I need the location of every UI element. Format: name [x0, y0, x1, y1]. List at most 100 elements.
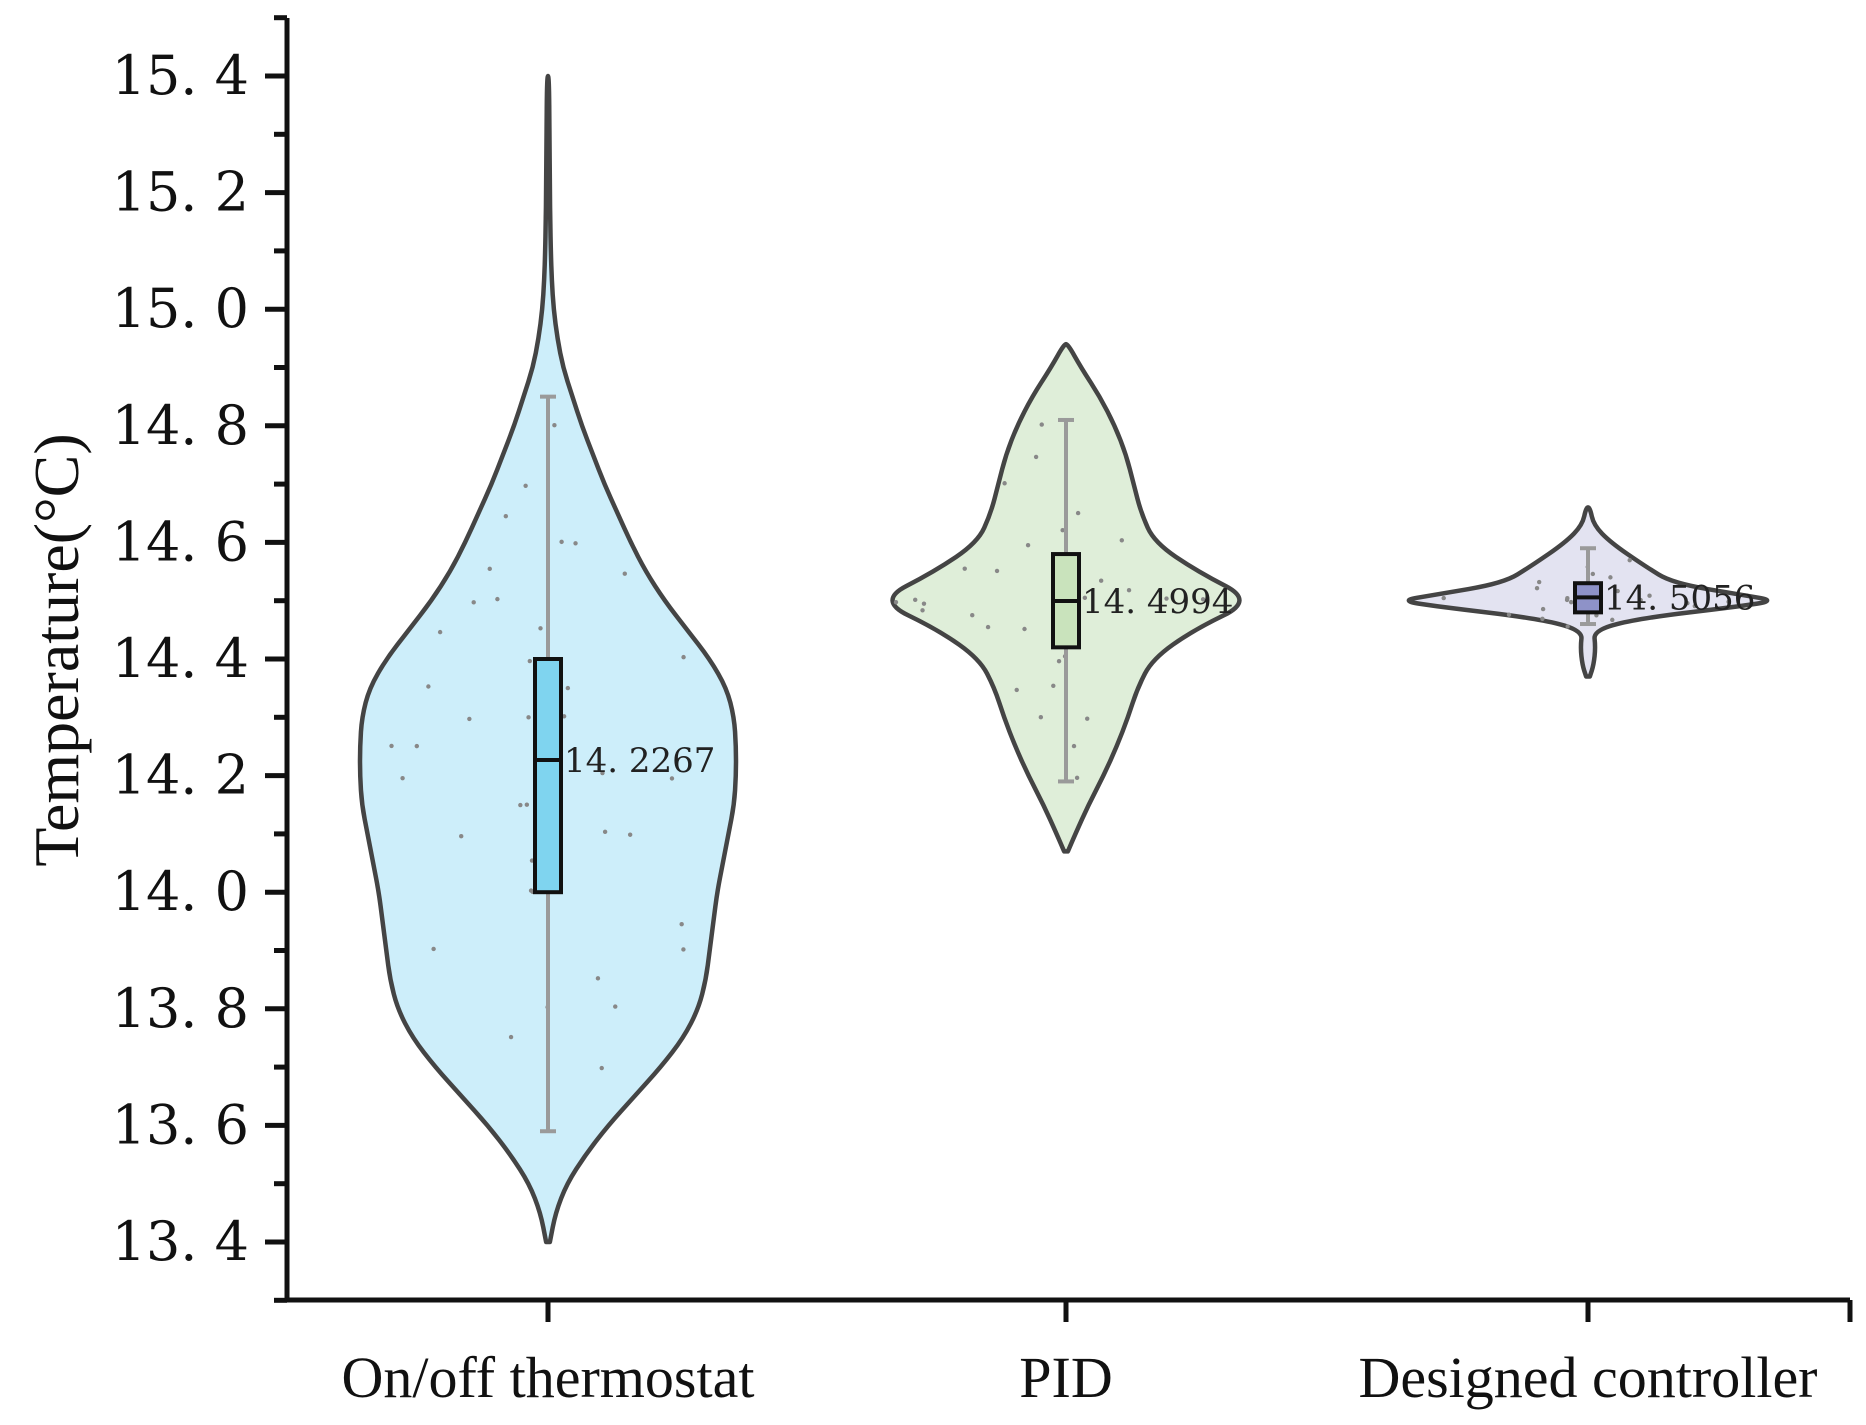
data-point — [602, 829, 608, 835]
data-point — [503, 513, 509, 519]
data-point — [1164, 596, 1169, 601]
y-tick-label: 13. 4 — [112, 1210, 249, 1273]
data-point — [681, 947, 686, 952]
data-point — [1565, 595, 1570, 601]
x-tick-label: On/off thermostat — [342, 1345, 755, 1410]
data-point — [1726, 599, 1731, 604]
median-label: 14. 4994 — [1082, 582, 1233, 622]
median-label: 14. 5056 — [1604, 578, 1755, 618]
iqr-box — [533, 657, 563, 895]
violin-0: 14. 2267 — [357, 73, 739, 1245]
data-point — [1056, 659, 1062, 664]
data-point — [1002, 481, 1007, 486]
data-point — [1075, 510, 1081, 516]
data-point — [1082, 595, 1088, 601]
data-point — [508, 1034, 514, 1040]
data-point — [1039, 422, 1044, 427]
data-point — [573, 541, 578, 546]
data-point — [1540, 606, 1546, 612]
y-tick-label: 14. 4 — [112, 627, 249, 690]
data-point — [599, 1065, 604, 1071]
data-point — [414, 743, 420, 749]
data-point — [994, 568, 1000, 574]
y-axis-label: Temperature(°C) — [21, 433, 92, 866]
data-point — [1692, 603, 1698, 609]
y-tick-label: 15. 2 — [112, 161, 249, 224]
y-tick-label: 14. 8 — [112, 394, 249, 457]
data-point — [1590, 571, 1596, 577]
data-point — [1610, 617, 1615, 623]
data-point — [600, 770, 605, 776]
data-point — [459, 834, 464, 839]
data-point — [561, 714, 567, 719]
data-point — [595, 976, 601, 981]
data-point — [495, 596, 500, 602]
data-point — [1074, 775, 1080, 781]
data-point — [538, 626, 543, 631]
data-point — [524, 802, 530, 807]
data-point — [526, 715, 531, 720]
data-point — [985, 624, 991, 630]
y-tick-label: 13. 8 — [112, 977, 249, 1040]
data-point — [679, 921, 684, 927]
data-point — [1615, 588, 1620, 594]
violin-2: 14. 5056 — [1406, 505, 1770, 679]
data-point — [1565, 624, 1570, 629]
data-point — [426, 684, 431, 689]
data-point — [1647, 593, 1652, 598]
data-point — [1506, 612, 1512, 617]
data-point — [1536, 579, 1542, 585]
data-point — [467, 716, 472, 722]
data-point — [1022, 626, 1027, 632]
data-point — [1051, 683, 1056, 689]
data-point — [681, 654, 686, 660]
data-point — [1608, 575, 1613, 580]
data-point — [389, 743, 394, 749]
y-tick-label: 14. 6 — [112, 510, 249, 573]
data-point — [613, 1004, 618, 1009]
data-point — [1534, 585, 1540, 591]
data-point — [622, 571, 627, 576]
x-tick-label: PID — [1019, 1345, 1112, 1410]
data-point — [552, 423, 557, 428]
data-point — [471, 600, 476, 605]
violin-1: 14. 4994 — [890, 341, 1242, 854]
data-point — [1085, 716, 1090, 721]
violin-group: 14. 2267 14. 4994 14. 5056 — [357, 73, 1770, 1245]
y-tick-label: 14. 2 — [112, 744, 249, 807]
data-point — [400, 775, 405, 781]
data-point — [1119, 538, 1125, 543]
data-point — [893, 600, 899, 605]
x-tick-label: Designed controller — [1358, 1345, 1817, 1410]
data-point — [1126, 588, 1132, 593]
data-point — [627, 832, 633, 837]
data-point — [437, 629, 443, 635]
data-point — [1014, 687, 1019, 693]
y-tick-label: 15. 4 — [112, 44, 249, 107]
data-point — [1071, 743, 1077, 749]
data-point — [1441, 595, 1446, 601]
data-point — [1638, 597, 1643, 603]
data-point — [962, 566, 967, 571]
data-point — [921, 601, 927, 606]
data-point — [669, 776, 675, 781]
data-point — [1033, 454, 1039, 460]
data-point — [1200, 597, 1206, 602]
data-point — [913, 597, 918, 603]
data-point — [1627, 558, 1632, 563]
data-point — [920, 608, 925, 613]
data-point — [518, 802, 523, 808]
y-tick-label: 14. 0 — [112, 860, 249, 923]
data-point — [527, 658, 533, 664]
data-point — [1060, 528, 1065, 533]
data-point — [565, 685, 571, 691]
data-point — [1025, 542, 1031, 548]
data-point — [1038, 715, 1044, 720]
data-point — [431, 946, 436, 952]
median-label: 14. 2267 — [564, 741, 715, 781]
data-point — [1098, 578, 1104, 583]
data-point — [970, 612, 975, 618]
data-point — [559, 539, 564, 545]
axes: 13. 4 13. 6 13. 8 14. 0 14. 2 14. 4 14. 6 14. 8… — [112, 15, 1853, 1410]
